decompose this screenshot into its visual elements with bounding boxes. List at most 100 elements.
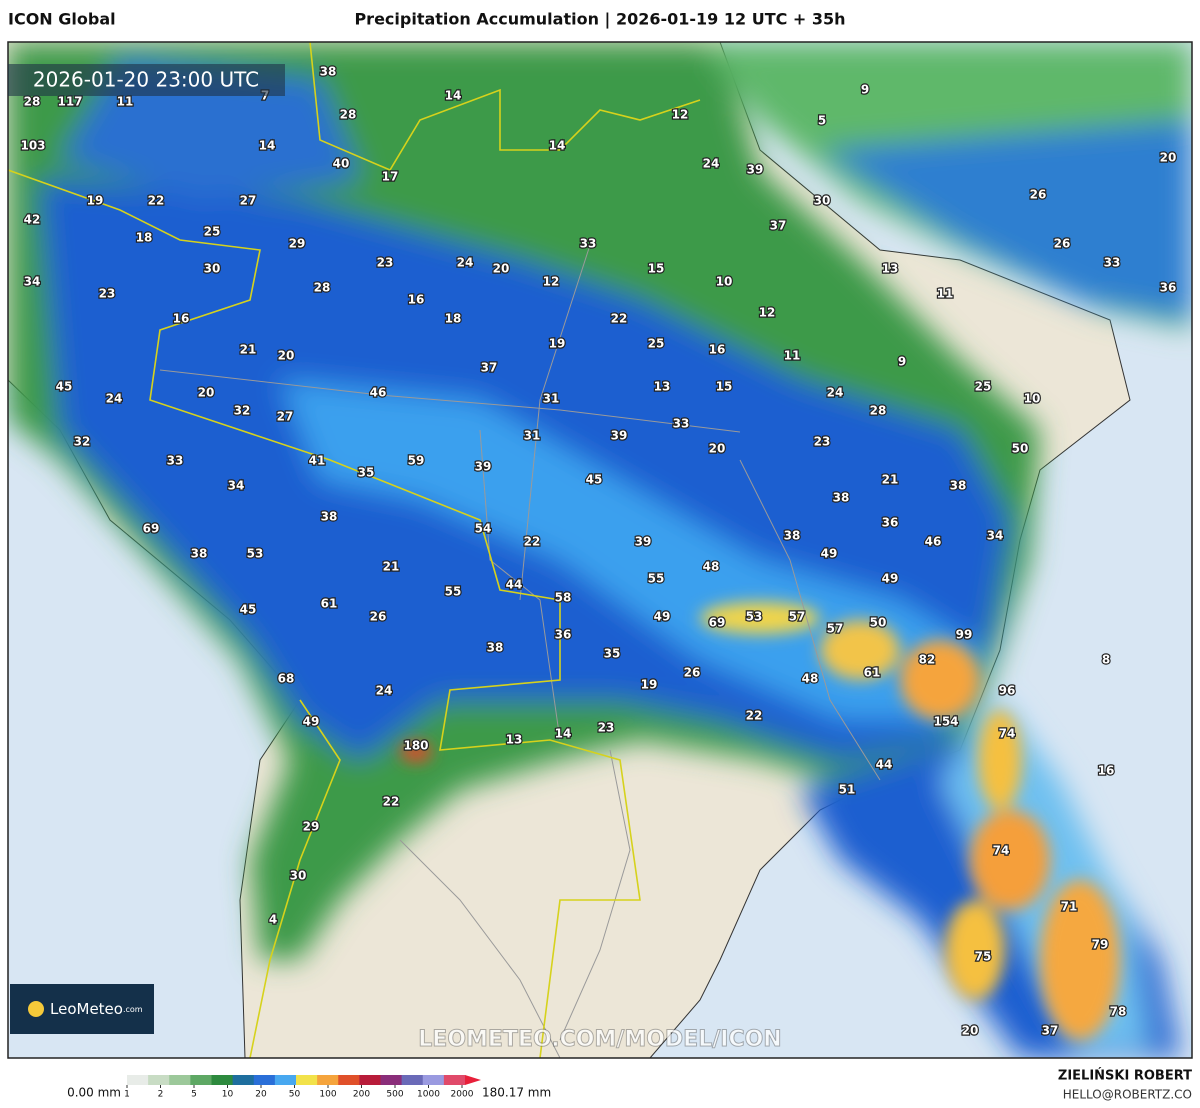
watermark: LEOMETEO.COM/MODEL/ICON [418,1027,781,1052]
value-label: 25 [648,337,665,351]
value-label: 18 [445,312,462,326]
colorbar-segment [169,1075,191,1085]
value-label: 32 [74,435,91,449]
value-label: 27 [277,410,294,424]
value-label: 15 [716,380,733,394]
value-label: 51 [839,783,856,797]
value-label: 154 [933,715,958,729]
map: 3814728117112812951031414401724392019222… [8,42,1192,1058]
value-label: 28 [340,108,357,122]
borders [159,244,881,1058]
colorbar-segment [274,1075,297,1085]
value-label: 30 [290,869,307,883]
value-label: 12 [672,108,689,122]
value-label: 13 [506,733,523,747]
value-label: 49 [821,547,838,561]
value-label: 19 [641,678,658,692]
value-label: 24 [827,386,844,400]
value-label: 15 [648,262,665,276]
value-label: 49 [882,572,899,586]
value-label: 17 [382,170,399,184]
value-label: 23 [814,435,831,449]
credit-email: HELLO@ROBERTZ.CO [1063,1088,1192,1102]
colorbar-tick-label: 2 [158,1090,164,1100]
value-label: 75 [975,950,992,964]
value-label: 48 [802,672,819,686]
value-label: 25 [975,380,992,394]
value-label: 31 [543,392,560,406]
value-label: 13 [654,380,671,394]
value-label: 69 [709,616,726,630]
value-label: 26 [1054,237,1071,251]
legend-max: 180.17 mm [482,1086,551,1100]
value-label: 28 [24,95,41,109]
value-label: 29 [303,820,320,834]
value-label: 39 [747,163,764,177]
value-label: 14 [555,727,572,741]
value-label: 38 [321,510,338,524]
value-label: 38 [191,547,208,561]
value-label: 82 [919,653,936,667]
value-label: 38 [950,479,967,493]
value-label: 31 [524,429,541,443]
value-label: 33 [1104,256,1121,270]
logo-suffix: .com [123,1005,143,1014]
value-labels: 3814728117112812951031414401724392019222… [19,63,1177,1038]
value-label: 33 [580,237,597,251]
value-label: 39 [635,535,652,549]
value-label: 40 [333,157,350,171]
value-label: 53 [746,610,763,624]
value-label: 61 [864,666,881,680]
value-label: 36 [882,516,899,530]
colorbar-tick-label: 1 [124,1090,130,1100]
value-label: 35 [604,647,621,661]
logo-sun [28,1001,44,1017]
value-label: 55 [648,572,665,586]
value-label: 26 [1030,188,1047,202]
value-label: 25 [204,225,221,239]
value-label: 21 [882,473,899,487]
colorbar-segment [317,1075,339,1085]
colorbar-segment [148,1075,170,1085]
value-label: 58 [555,591,572,605]
value-label: 33 [167,454,184,468]
colorbar-tick-label: 100 [319,1090,336,1100]
value-label: 24 [703,157,720,171]
value-label: 24 [376,684,393,698]
colorbar-segment [422,1075,445,1085]
colorbar-tick-label: 2000 [451,1090,474,1100]
value-label: 34 [24,275,41,289]
value-label: 68 [278,672,295,686]
value-label: 45 [240,603,257,617]
colorbar-segment [443,1075,466,1085]
value-label: 59 [408,454,425,468]
value-label: 23 [99,287,116,301]
value-label: 32 [234,404,251,418]
value-label: 11 [117,95,134,109]
value-label: 33 [673,417,690,431]
value-label: 30 [814,194,831,208]
colorbar-segment [401,1075,424,1085]
value-label: 12 [759,306,776,320]
colorbar-segment [296,1075,318,1085]
value-label: 20 [962,1024,979,1038]
value-label: 46 [370,386,387,400]
value-label: 23 [598,721,615,735]
value-label: 50 [1012,442,1029,456]
value-label: 19 [87,194,104,208]
value-label: 28 [870,404,887,418]
value-label: 35 [358,466,375,480]
value-label: 22 [524,535,541,549]
colorbar-segment [190,1075,212,1085]
value-label: 45 [56,380,73,394]
value-label: 78 [1110,1005,1127,1019]
colorbar-segment [232,1075,255,1085]
colorbar-tick-label: 5 [191,1090,197,1100]
value-label: 26 [370,610,387,624]
value-label: 99 [956,628,973,642]
value-label: 46 [925,535,942,549]
value-label: 20 [709,442,726,456]
value-label: 24 [106,392,123,406]
